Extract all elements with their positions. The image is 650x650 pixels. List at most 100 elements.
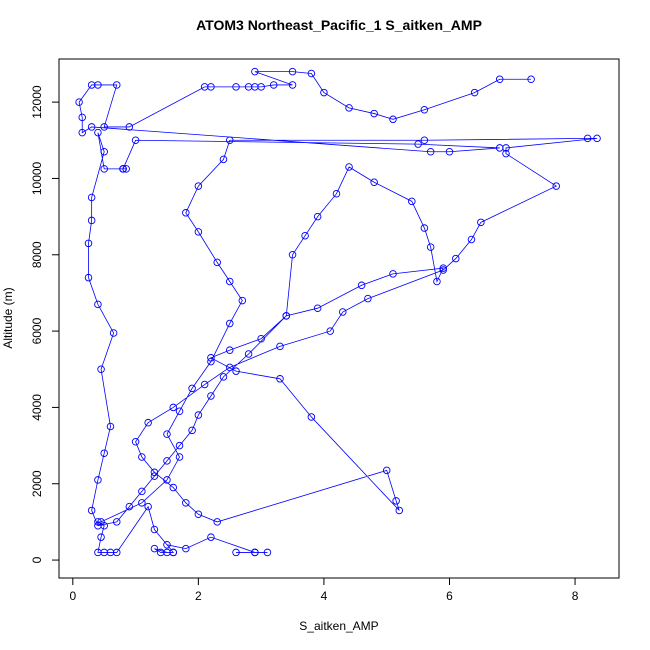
data-point bbox=[144, 418, 152, 427]
data-point bbox=[97, 365, 105, 374]
data-point bbox=[395, 506, 404, 515]
data-point bbox=[75, 98, 83, 106]
data-point bbox=[113, 81, 121, 89]
data-point bbox=[257, 83, 265, 91]
data-point bbox=[502, 149, 510, 158]
data-point bbox=[213, 258, 221, 267]
data-point bbox=[420, 224, 429, 232]
data-point bbox=[182, 499, 190, 507]
data-point bbox=[593, 134, 601, 143]
data-point bbox=[495, 144, 504, 152]
data-point bbox=[439, 266, 447, 274]
data-point bbox=[169, 548, 178, 557]
data-point bbox=[100, 449, 108, 457]
data-point bbox=[470, 88, 479, 97]
x-tick-label: 8 bbox=[572, 589, 579, 603]
data-point bbox=[389, 115, 397, 124]
data-point bbox=[94, 81, 102, 89]
data-point bbox=[364, 294, 372, 303]
plot-frame bbox=[58, 58, 620, 579]
data-point bbox=[370, 178, 378, 187]
y-tick-label: 2000 bbox=[30, 470, 44, 497]
data-point bbox=[182, 209, 190, 217]
data-point bbox=[194, 510, 203, 519]
data-point bbox=[477, 218, 485, 227]
data-point bbox=[276, 375, 284, 383]
data-point bbox=[382, 466, 391, 475]
data-point bbox=[194, 182, 203, 190]
data-point bbox=[125, 123, 134, 131]
data-point bbox=[326, 327, 334, 335]
data-point bbox=[94, 521, 102, 530]
data-point bbox=[288, 251, 297, 259]
data-point bbox=[282, 312, 291, 320]
data-point bbox=[87, 123, 96, 131]
data-point bbox=[87, 193, 96, 202]
data-point bbox=[288, 81, 297, 89]
y-tick-label: 4000 bbox=[30, 394, 44, 421]
data-point bbox=[232, 367, 240, 375]
data-point bbox=[257, 334, 265, 343]
y-tick-label: 6000 bbox=[30, 317, 44, 344]
data-point bbox=[251, 548, 259, 557]
data-point bbox=[226, 346, 234, 354]
data-point bbox=[100, 165, 108, 173]
data-point bbox=[94, 476, 102, 484]
data-point bbox=[207, 354, 215, 362]
data-point bbox=[106, 422, 115, 431]
data-point bbox=[439, 264, 447, 272]
data-point bbox=[163, 457, 171, 465]
data-point bbox=[144, 502, 152, 511]
chart-title: ATOM3 Northeast_Pacific_1 S_aitken_AMP bbox=[196, 17, 482, 33]
data-point bbox=[207, 357, 215, 366]
data-point bbox=[213, 518, 221, 526]
x-tick-label: 2 bbox=[195, 589, 202, 603]
data-point bbox=[84, 273, 93, 282]
data-point bbox=[169, 403, 178, 412]
data-point bbox=[238, 296, 247, 305]
data-point bbox=[219, 373, 228, 381]
data-point bbox=[433, 277, 441, 286]
data-point bbox=[313, 212, 322, 221]
data-point bbox=[138, 487, 146, 496]
data-point bbox=[194, 411, 203, 419]
data-point bbox=[370, 109, 378, 118]
data-point bbox=[389, 270, 397, 278]
data-point bbox=[131, 136, 140, 145]
data-point bbox=[445, 147, 454, 156]
data-point bbox=[426, 147, 435, 156]
data-point bbox=[122, 165, 130, 173]
data-point bbox=[94, 518, 102, 526]
data-point bbox=[420, 136, 429, 145]
data-point bbox=[207, 533, 215, 541]
data-point bbox=[138, 453, 146, 461]
data-point bbox=[583, 134, 592, 143]
data-point bbox=[207, 83, 215, 91]
data-point bbox=[345, 163, 353, 171]
data-point bbox=[125, 502, 134, 511]
data-point bbox=[269, 81, 278, 89]
data-point bbox=[163, 430, 171, 438]
data-point bbox=[119, 165, 127, 173]
data-point bbox=[244, 350, 253, 358]
x-tick-label: 4 bbox=[321, 589, 328, 603]
data-point bbox=[150, 468, 159, 477]
data-point bbox=[94, 300, 102, 309]
data-point bbox=[495, 75, 504, 83]
data-point bbox=[131, 438, 140, 446]
data-point bbox=[226, 319, 234, 328]
data-point bbox=[113, 518, 121, 526]
data-point bbox=[527, 75, 535, 83]
data-point bbox=[226, 136, 234, 145]
data-point bbox=[97, 533, 105, 541]
data-point bbox=[226, 277, 234, 286]
data-point bbox=[276, 342, 284, 351]
data-point bbox=[150, 525, 159, 534]
y-tick-label: 8000 bbox=[30, 241, 44, 268]
data-point bbox=[332, 189, 341, 198]
data-point bbox=[78, 128, 86, 137]
data-point bbox=[150, 472, 159, 480]
data-point bbox=[263, 548, 272, 557]
data-point bbox=[301, 231, 309, 240]
data-point bbox=[420, 106, 429, 114]
